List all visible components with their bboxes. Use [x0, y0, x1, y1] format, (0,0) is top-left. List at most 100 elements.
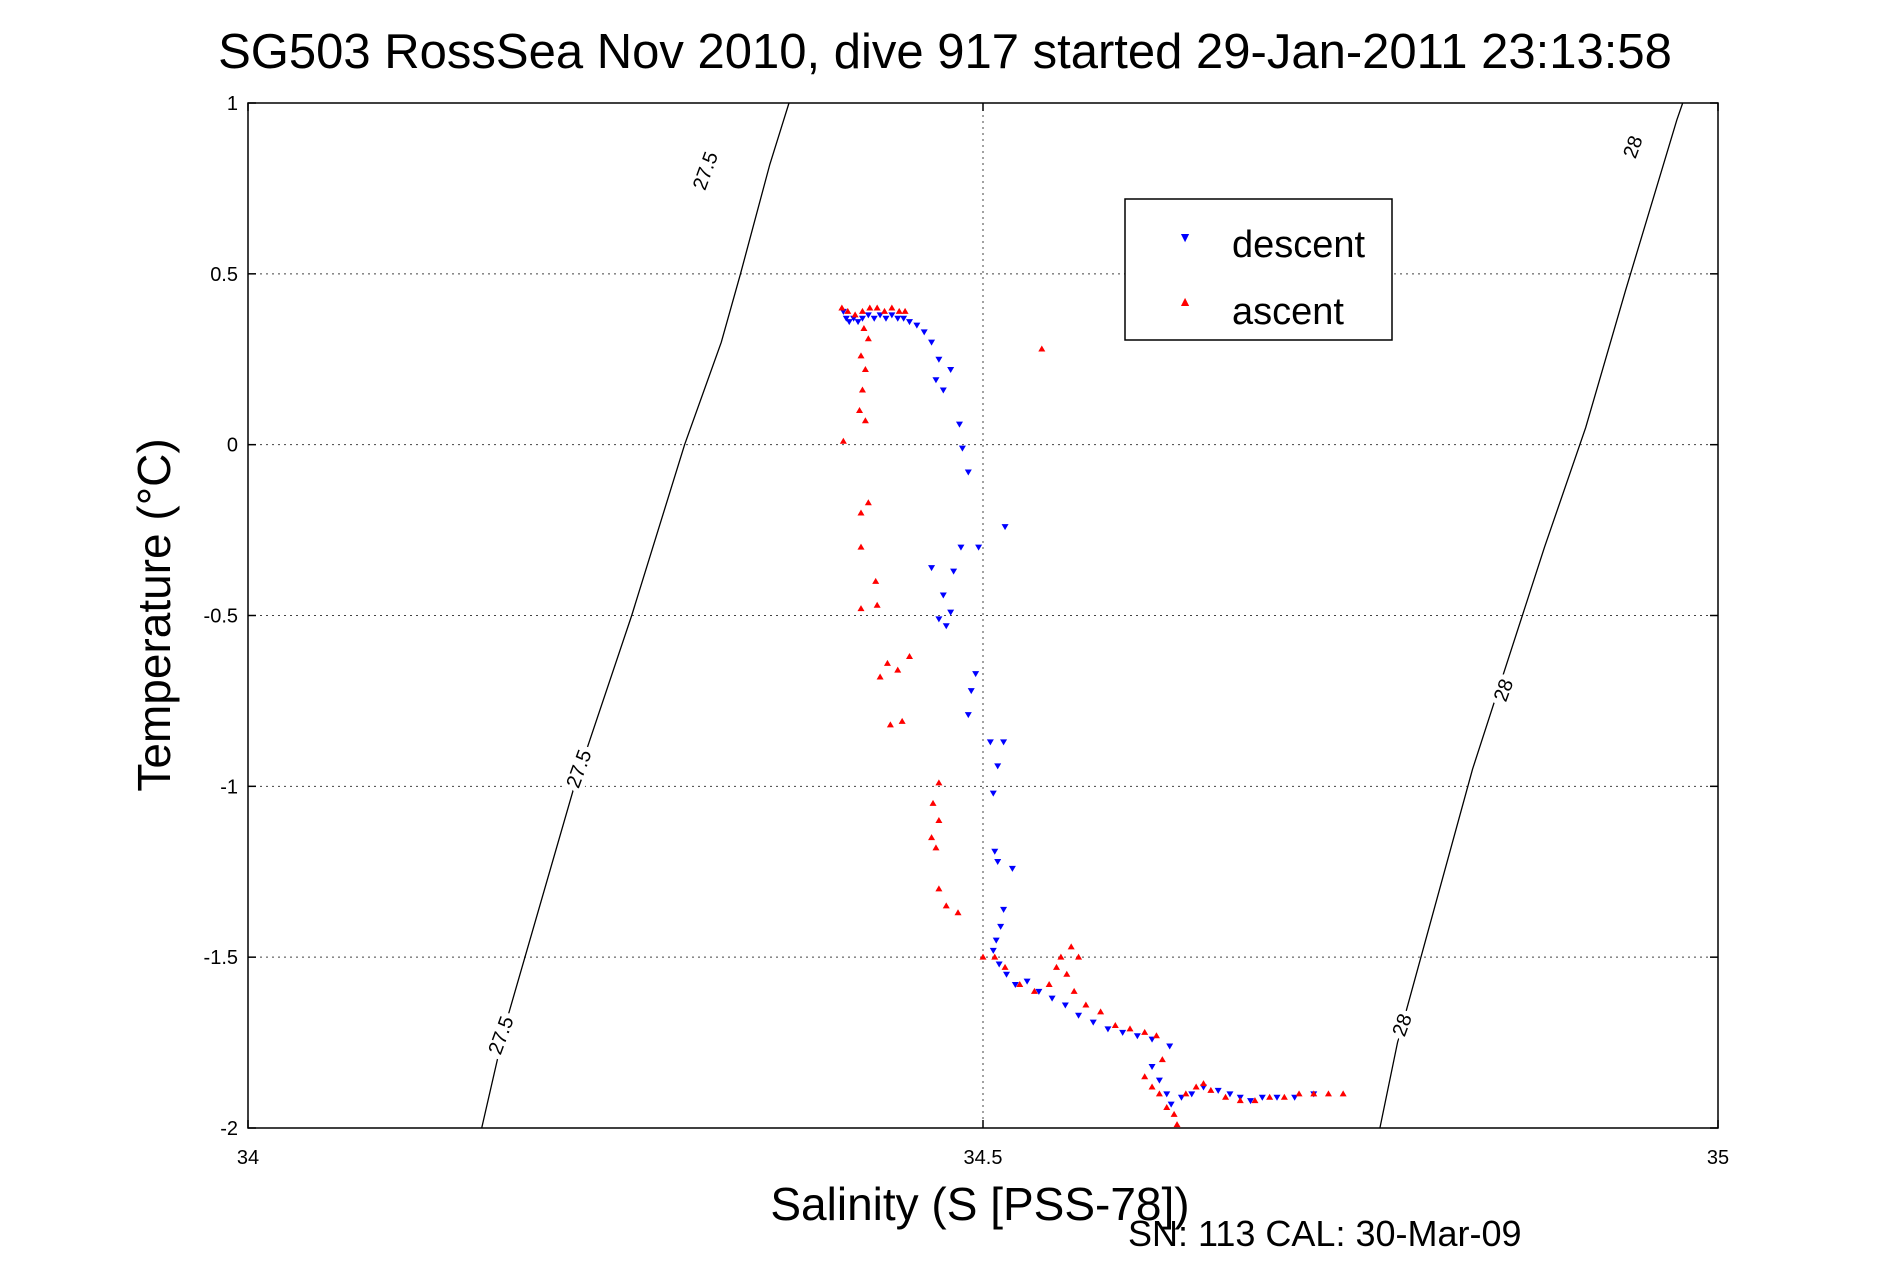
ascent-point — [1158, 1056, 1166, 1063]
legend-label-descent: descent — [1232, 224, 1366, 266]
ascent-point — [1070, 987, 1078, 994]
ascent-point — [1170, 1110, 1178, 1117]
y-tick-label: -1 — [220, 776, 238, 798]
descent-point — [870, 315, 878, 322]
ascent-point — [1111, 1022, 1119, 1028]
ascent-point — [935, 817, 943, 823]
ascent-point — [866, 304, 874, 311]
ascent-point — [1222, 1093, 1230, 1100]
descent-point — [964, 469, 972, 476]
ascent-point — [954, 909, 962, 916]
descent-point — [939, 387, 947, 394]
series-ascent — [838, 304, 1347, 1128]
ascent-point — [935, 779, 943, 786]
y-tick-label: 1 — [227, 93, 238, 115]
descent-point — [957, 544, 965, 551]
descent-point — [935, 616, 943, 623]
descent-point — [864, 312, 872, 319]
descent-point — [1000, 739, 1008, 746]
ascent-point — [864, 499, 872, 506]
ascent-point — [928, 834, 936, 841]
descent-point — [1214, 1087, 1222, 1094]
data-series — [838, 304, 1347, 1128]
ascent-point — [901, 307, 909, 314]
density-contour-28 — [1379, 102, 1684, 1129]
descent-point — [1226, 1091, 1234, 1098]
ascent-point — [881, 307, 889, 314]
descent-point — [1048, 995, 1056, 1002]
ascent-point — [876, 673, 884, 680]
ascent-point — [1057, 953, 1065, 960]
descent-point — [950, 568, 958, 575]
descent-point — [995, 961, 1003, 968]
ascent-point — [1141, 1073, 1149, 1080]
ascent-point — [858, 386, 866, 393]
descent-point — [1133, 1033, 1141, 1040]
ascent-point — [1063, 970, 1071, 977]
descent-point — [942, 623, 950, 630]
descent-point — [920, 329, 928, 336]
ascent-point — [894, 666, 902, 673]
descent-point — [947, 367, 955, 373]
ascent-point — [929, 799, 937, 806]
descent-point — [1003, 971, 1011, 978]
descent-point — [932, 377, 940, 384]
descent-point — [997, 923, 1005, 930]
descent-point — [854, 319, 862, 326]
ascent-point — [888, 304, 896, 311]
descent-point — [991, 848, 999, 855]
descent-point — [1061, 1002, 1069, 1009]
ascent-point — [1182, 1090, 1190, 1097]
descent-point — [986, 739, 994, 746]
descent-point — [958, 445, 966, 452]
ascent-point — [906, 653, 913, 659]
ascent-point — [932, 844, 940, 851]
descent-point — [1089, 1019, 1097, 1026]
ascent-point — [857, 543, 865, 550]
ascent-point — [858, 307, 866, 314]
descent-point — [845, 319, 853, 326]
descent-point — [906, 319, 913, 326]
descent-point — [939, 592, 947, 599]
descent-point — [1119, 1029, 1127, 1036]
ascent-point — [895, 307, 903, 314]
descent-point — [1163, 1091, 1171, 1098]
ascent-point — [861, 366, 869, 372]
ascent-point — [991, 953, 999, 960]
ascent-point — [864, 335, 872, 342]
ascent-point — [1067, 943, 1075, 950]
axis-ticks: 1 0.5 0 -0.5 -1 -1.5 -2 34 34.5 35 — [204, 93, 1730, 1169]
descent-point — [1011, 982, 1019, 988]
descent-point — [1035, 988, 1043, 995]
legend-box — [1124, 198, 1393, 341]
descent-point — [1166, 1043, 1174, 1050]
ascent-point — [1163, 1104, 1171, 1110]
y-tick-label: 0.5 — [210, 264, 238, 286]
ascent-point — [857, 605, 865, 612]
descent-point — [994, 763, 1002, 770]
footer-text: SN: 113 CAL: 30-Mar-09 — [1128, 1213, 1522, 1254]
legend-marker-ascent: ▲ — [1178, 293, 1192, 309]
descent-point — [935, 356, 943, 363]
descent-point — [1155, 1077, 1163, 1084]
ascent-point — [851, 311, 859, 318]
legend: ▼ descent ▲ ascent — [1124, 198, 1393, 341]
descent-point — [1075, 1012, 1083, 1019]
chart-title: SG503 RossSea Nov 2010, dive 917 started… — [218, 25, 1672, 79]
descent-point — [858, 315, 866, 322]
x-axis-label: Salinity (S [PSS-78]) — [770, 1178, 1189, 1230]
ascent-point — [838, 304, 846, 311]
descent-point — [913, 322, 921, 329]
ascent-point — [1266, 1093, 1274, 1100]
ascent-point — [1045, 981, 1053, 987]
descent-point — [894, 315, 902, 322]
descent-point — [975, 544, 983, 551]
descent-point — [955, 421, 963, 428]
ascent-point — [1200, 1080, 1207, 1087]
descent-point — [967, 688, 975, 695]
ascent-point — [1148, 1083, 1156, 1090]
descent-point — [1188, 1091, 1196, 1098]
ascent-point — [1280, 1093, 1288, 1100]
